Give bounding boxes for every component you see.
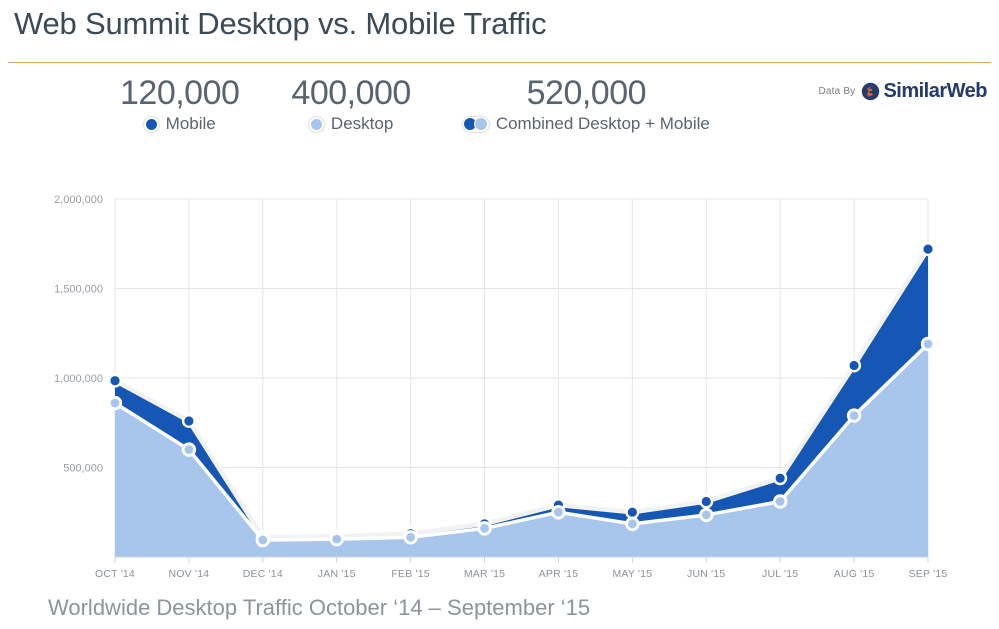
- desktop-data-point[interactable]: [551, 505, 566, 520]
- x-axis-tick-label: OCT '14: [95, 568, 135, 580]
- combined-data-point[interactable]: [699, 494, 714, 509]
- stat-combined-legend: Combined Desktop + Mobile: [462, 114, 710, 134]
- mobile-legend-dot-icon: [143, 116, 159, 132]
- stat-desktop-value: 400,000: [291, 74, 411, 112]
- summary-stats: 120,000 Mobile 400,000 Desktop 520,000 C…: [120, 74, 710, 134]
- desktop-data-point[interactable]: [255, 532, 271, 548]
- y-axis-tick-label: 1,500,000: [54, 284, 103, 296]
- title-divider: [8, 62, 991, 63]
- page-title: Web Summit Desktop vs. Mobile Traffic: [14, 6, 547, 41]
- stat-desktop: 400,000 Desktop: [291, 74, 411, 134]
- stat-mobile-value: 120,000: [120, 74, 240, 112]
- brand-prefix: Data By: [818, 86, 856, 97]
- x-axis-tick-label: MAY '15: [612, 568, 652, 580]
- brand-attribution: Data By SimilarWeb: [818, 80, 987, 103]
- stat-mobile: 120,000 Mobile: [120, 74, 240, 134]
- stat-combined: 520,000 Combined Desktop + Mobile: [462, 74, 710, 134]
- stat-combined-label: Combined Desktop + Mobile: [495, 114, 710, 133]
- x-axis-tick-label: AUG '15: [834, 568, 875, 580]
- desktop-data-point[interactable]: [920, 336, 936, 352]
- desktop-data-point[interactable]: [107, 395, 123, 411]
- stat-desktop-label: Desktop: [330, 114, 394, 133]
- desktop-data-point[interactable]: [477, 521, 492, 536]
- combined-data-point[interactable]: [181, 413, 196, 428]
- x-axis-tick-label: FEB '15: [391, 568, 429, 580]
- x-axis-tick-label: NOV '14: [169, 568, 210, 580]
- similarweb-swirl-icon: [861, 82, 880, 101]
- desktop-data-point[interactable]: [699, 507, 714, 523]
- desktop-data-point[interactable]: [181, 442, 197, 457]
- x-axis-tick-label: SEP '15: [909, 568, 948, 580]
- combined-data-point[interactable]: [921, 242, 935, 257]
- chart-caption: Worldwide Desktop Traffic October ‘14 – …: [48, 595, 591, 620]
- x-axis-tick-label: JUL '15: [762, 568, 798, 580]
- y-axis-tick-label: 500,000: [63, 463, 103, 475]
- stat-desktop-legend: Desktop: [291, 114, 410, 134]
- combined-legend-dot-icon: [462, 116, 489, 132]
- brand-name: SimilarWeb: [883, 80, 987, 102]
- stat-mobile-label: Mobile: [165, 114, 216, 133]
- y-axis-tick-label: 2,000,000: [54, 194, 103, 206]
- combined-data-point[interactable]: [625, 505, 640, 520]
- x-axis-tick-label: APR '15: [539, 568, 579, 580]
- stat-mobile-legend: Mobile: [120, 114, 239, 134]
- stat-combined-value: 520,000: [526, 74, 647, 112]
- chart-canvas: 500,000 1,000,000 1,500,000 2,000,000 OCT '1…: [54, 194, 948, 580]
- combined-data-point[interactable]: [108, 373, 122, 388]
- desktop-data-point[interactable]: [403, 530, 418, 545]
- combined-data-point[interactable]: [773, 471, 788, 486]
- x-axis-tick-label: JAN '15: [318, 568, 356, 580]
- desktop-data-point[interactable]: [329, 531, 344, 547]
- desktop-data-point[interactable]: [772, 494, 788, 509]
- combined-data-point[interactable]: [847, 358, 862, 373]
- desktop-legend-dot-icon: [308, 116, 324, 132]
- x-axis-tick-label: MAR '15: [464, 568, 505, 580]
- x-axis-tick-label: DEC '14: [243, 568, 283, 580]
- desktop-data-point[interactable]: [846, 408, 862, 423]
- desktop-data-point[interactable]: [625, 516, 640, 532]
- y-axis-tick-label: 1,000,000: [54, 373, 103, 385]
- x-axis-tick-label: JUN '15: [687, 568, 725, 580]
- traffic-area-chart: 500,000 1,000,000 1,500,000 2,000,000 OCT '1…: [0, 185, 999, 585]
